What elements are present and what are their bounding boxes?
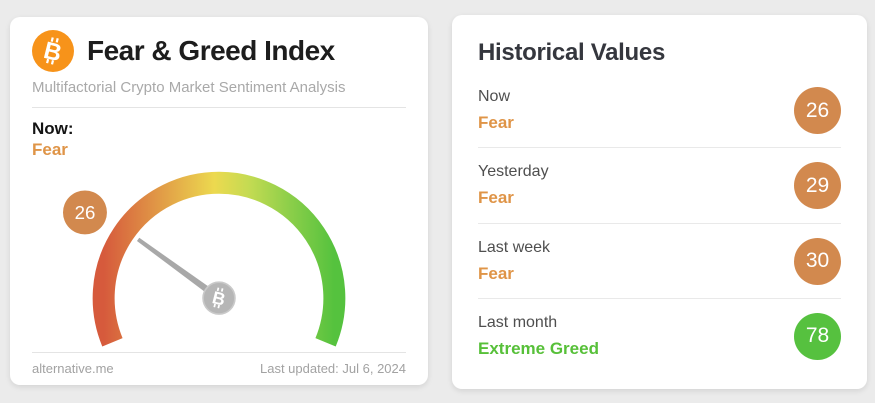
row-label: Last week (478, 238, 551, 256)
value-badge: 29 (794, 162, 841, 210)
divider (32, 351, 406, 353)
historical-row-last-month: Last month Extreme Greed 78 (478, 299, 841, 373)
row-label: Now (478, 88, 511, 106)
row-classification: Fear (478, 188, 514, 208)
gauge-arc (92, 171, 346, 347)
widget-subtitle: Multifactorial Crypto Market Sentiment A… (32, 79, 346, 96)
gauge-hub (202, 280, 236, 315)
row-texts: Last week Fear (478, 239, 550, 284)
row-texts: Yesterday Fear (478, 163, 549, 208)
fear-greed-footer: alternative.me Last updated: Jul 6, 2024 (32, 353, 406, 376)
fear-greed-card: B Fear & Greed Index Multifactorial Cryp… (10, 17, 428, 385)
last-updated-text: Last updated: Jul 6, 2024 (259, 360, 406, 376)
bitcoin-hub-icon: B (210, 287, 227, 309)
row-label: Last month (478, 313, 558, 331)
now-classification: Fear (32, 140, 68, 160)
value-badge: 30 (794, 237, 841, 285)
row-label: Yesterday (478, 163, 549, 181)
divider (32, 107, 406, 108)
value-badge: 78 (794, 312, 841, 360)
gauge-container: B 26 (32, 161, 406, 352)
row-classification: Extreme Greed (478, 338, 599, 358)
fear-greed-header: B Fear & Greed Index (32, 30, 406, 72)
bitcoin-icon: B (32, 30, 74, 72)
gauge-chart: B 26 (62, 171, 346, 347)
row-classification: Fear (478, 113, 514, 133)
gauge-value-bubble: 26 (62, 189, 107, 234)
gauge-needle (136, 237, 227, 305)
source-link[interactable]: alternative.me (32, 360, 114, 376)
widget-title: Fear & Greed Index (87, 35, 335, 66)
gauge-value-label: 26 (75, 202, 96, 223)
historical-values-title: Historical Values (478, 39, 665, 66)
page: B Fear & Greed Index Multifactorial Cryp… (10, 15, 867, 389)
historical-row-now: Now Fear 26 (478, 73, 841, 149)
row-texts: Last month Extreme Greed (478, 314, 599, 359)
row-texts: Now Fear (478, 88, 514, 133)
historical-row-last-week: Last week Fear 30 (478, 224, 841, 299)
value-badge: 26 (794, 87, 841, 135)
row-classification: Fear (478, 263, 514, 283)
historical-row-yesterday: Yesterday Fear 29 (478, 148, 841, 224)
historical-values-card: Historical Values Now Fear 26 Yesterday … (452, 15, 867, 389)
now-label: Now: (32, 119, 74, 138)
